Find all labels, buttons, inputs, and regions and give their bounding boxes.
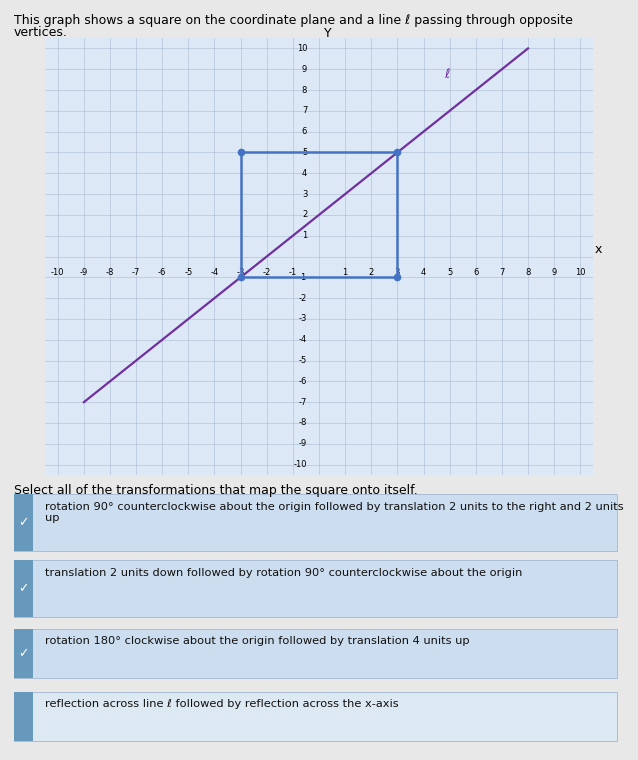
Text: 6: 6 xyxy=(302,127,308,136)
Text: Select all of the transformations that map the square onto itself.: Select all of the transformations that m… xyxy=(14,484,418,497)
Text: 8: 8 xyxy=(525,268,531,277)
Text: ✓: ✓ xyxy=(19,647,29,660)
Text: -8: -8 xyxy=(299,419,308,427)
Text: x: x xyxy=(595,242,602,255)
Text: 10: 10 xyxy=(297,44,308,53)
Text: rotation 180° clockwise about the origin followed by translation 4 units up: rotation 180° clockwise about the origin… xyxy=(45,636,470,646)
Text: -5: -5 xyxy=(184,268,193,277)
Text: -2: -2 xyxy=(263,268,271,277)
Text: 4: 4 xyxy=(421,268,426,277)
Text: -1: -1 xyxy=(289,268,297,277)
Text: -1: -1 xyxy=(299,273,308,282)
Text: -3: -3 xyxy=(299,315,308,324)
Text: -4: -4 xyxy=(299,335,308,344)
Text: 4: 4 xyxy=(302,169,308,178)
Text: -8: -8 xyxy=(106,268,114,277)
Text: -10: -10 xyxy=(51,268,64,277)
Text: 9: 9 xyxy=(551,268,557,277)
Text: -4: -4 xyxy=(211,268,219,277)
Text: 7: 7 xyxy=(499,268,505,277)
Text: 2: 2 xyxy=(302,211,308,220)
Text: -7: -7 xyxy=(132,268,140,277)
Text: vertices.: vertices. xyxy=(14,26,68,39)
Text: 8: 8 xyxy=(302,86,308,94)
Text: -10: -10 xyxy=(293,460,308,469)
Text: -9: -9 xyxy=(80,268,88,277)
Text: 5: 5 xyxy=(447,268,452,277)
Text: -2: -2 xyxy=(299,293,308,302)
Text: -9: -9 xyxy=(299,439,308,448)
Text: 3: 3 xyxy=(302,189,308,198)
Text: ✓: ✓ xyxy=(19,582,29,595)
Text: -7: -7 xyxy=(299,397,308,407)
Text: -6: -6 xyxy=(158,268,167,277)
Text: ℓ: ℓ xyxy=(445,68,450,81)
Text: 5: 5 xyxy=(302,148,308,157)
Text: 7: 7 xyxy=(302,106,308,116)
Text: 6: 6 xyxy=(473,268,478,277)
Text: 2: 2 xyxy=(369,268,374,277)
Text: -3: -3 xyxy=(237,268,245,277)
Text: rotation 90° counterclockwise about the origin followed by translation 2 units t: rotation 90° counterclockwise about the … xyxy=(45,502,623,523)
Text: translation 2 units down followed by rotation 90° counterclockwise about the ori: translation 2 units down followed by rot… xyxy=(45,568,522,578)
Text: Y: Y xyxy=(324,27,332,40)
Text: 1: 1 xyxy=(343,268,348,277)
Text: 3: 3 xyxy=(395,268,400,277)
Text: 1: 1 xyxy=(302,231,308,240)
Text: This graph shows a square on the coordinate plane and a line ℓ passing through o: This graph shows a square on the coordin… xyxy=(14,14,573,27)
Text: 9: 9 xyxy=(302,65,308,74)
Text: 10: 10 xyxy=(575,268,586,277)
Text: reflection across line ℓ followed by reflection across the x-axis: reflection across line ℓ followed by ref… xyxy=(45,699,398,709)
Text: -6: -6 xyxy=(299,377,308,386)
Text: -5: -5 xyxy=(299,356,308,365)
Text: ✓: ✓ xyxy=(19,516,29,529)
